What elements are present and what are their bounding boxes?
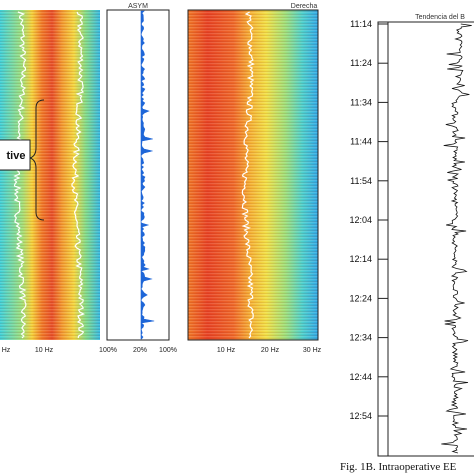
asym-trace	[140, 10, 155, 340]
time-label: 11:24	[350, 58, 372, 68]
tick-label: 20%	[133, 347, 147, 354]
time-label: 12:54	[349, 411, 372, 421]
time-label: 11:34	[350, 97, 372, 107]
tick-label: 100%	[159, 347, 177, 354]
time-label: 11:54	[350, 176, 372, 186]
texture	[0, 10, 100, 340]
time-label: 12:24	[349, 293, 372, 303]
panel-title: Tendencia del B	[415, 14, 465, 21]
time-label: 11:44	[350, 137, 372, 147]
trace	[71, 11, 85, 339]
annotation: tive	[7, 150, 26, 162]
trend-trace	[441, 23, 472, 454]
trace	[13, 11, 27, 339]
tick-label: 10 Hz	[35, 347, 54, 354]
tick-label: 30 Hz	[303, 347, 322, 354]
tick-label: 10 Hz	[217, 347, 236, 354]
panel-border	[187, 9, 319, 341]
trace	[241, 11, 255, 339]
panel	[377, 21, 474, 457]
time-label: 12:44	[349, 372, 372, 382]
caption: Fig. 1B. Intraoperative EE	[340, 461, 457, 473]
panel-title: Derecha	[291, 3, 318, 10]
time-label: 12:34	[349, 333, 372, 343]
tick-label: 100%	[99, 347, 117, 354]
time-label: 12:04	[349, 215, 372, 225]
panel	[106, 9, 170, 341]
texture	[188, 10, 318, 340]
label-box	[0, 139, 31, 171]
tick-label: 20 Hz	[261, 347, 280, 354]
panel-title: ASYM	[128, 3, 148, 10]
time-label: 11:14	[350, 19, 372, 29]
tick-label: Hz	[2, 347, 11, 354]
time-label: 12:14	[349, 254, 372, 264]
